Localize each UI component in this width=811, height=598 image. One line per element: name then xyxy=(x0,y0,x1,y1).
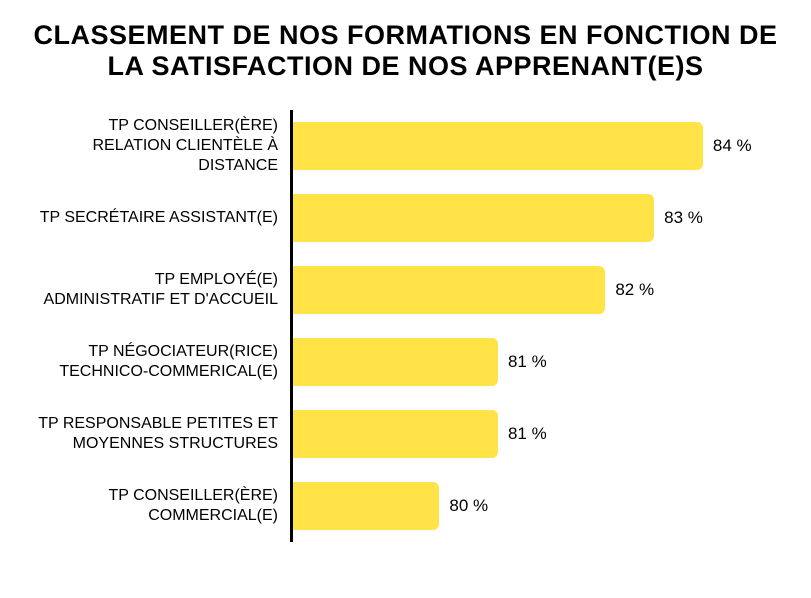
bar-value: 83 % xyxy=(664,208,703,228)
chart-row: TP CONSEILLER(ÈRE) RELATION CLIENTÈLE À … xyxy=(30,110,781,182)
chart-row: TP NÉGOCIATEUR(RICE) TECHNICO-COMMERICAL… xyxy=(30,326,781,398)
bar-area: 81 % xyxy=(290,398,781,470)
bar xyxy=(293,122,703,170)
bar-area: 84 % xyxy=(290,110,781,182)
bar-area: 81 % xyxy=(290,326,781,398)
chart-row: TP CONSEILLER(ÈRE) COMMERCIAL(E) 80 % xyxy=(30,470,781,542)
bar-value: 81 % xyxy=(508,424,547,444)
bar-label: TP RESPONSABLE PETITES ET MOYENNES STRUC… xyxy=(30,414,290,454)
chart-row: TP EMPLOYÉ(E) ADMINISTRATIF ET D'ACCUEIL… xyxy=(30,254,781,326)
bar-area: 82 % xyxy=(290,254,781,326)
bar-label: TP NÉGOCIATEUR(RICE) TECHNICO-COMMERICAL… xyxy=(30,342,290,382)
bar-value: 84 % xyxy=(713,136,752,156)
bar xyxy=(293,482,439,530)
bar xyxy=(293,266,605,314)
bar-label: TP EMPLOYÉ(E) ADMINISTRATIF ET D'ACCUEIL xyxy=(30,270,290,310)
bar-value: 80 % xyxy=(449,496,488,516)
bar-label: TP CONSEILLER(ÈRE) COMMERCIAL(E) xyxy=(30,486,290,526)
chart-container: CLASSEMENT DE NOS FORMATIONS EN FONCTION… xyxy=(0,0,811,598)
chart-row: TP SECRÉTAIRE ASSISTANT(E) 83 % xyxy=(30,182,781,254)
bar-value: 81 % xyxy=(508,352,547,372)
chart-row: TP RESPONSABLE PETITES ET MOYENNES STRUC… xyxy=(30,398,781,470)
bar-area: 80 % xyxy=(290,470,781,542)
bar-area: 83 % xyxy=(290,182,781,254)
bar xyxy=(293,410,498,458)
bar-value: 82 % xyxy=(615,280,654,300)
bar xyxy=(293,338,498,386)
bar-label: TP CONSEILLER(ÈRE) RELATION CLIENTÈLE À … xyxy=(30,116,290,176)
bar-chart: TP CONSEILLER(ÈRE) RELATION CLIENTÈLE À … xyxy=(30,110,781,542)
bar xyxy=(293,194,654,242)
bar-label: TP SECRÉTAIRE ASSISTANT(E) xyxy=(30,208,290,228)
chart-title: CLASSEMENT DE NOS FORMATIONS EN FONCTION… xyxy=(30,20,781,82)
